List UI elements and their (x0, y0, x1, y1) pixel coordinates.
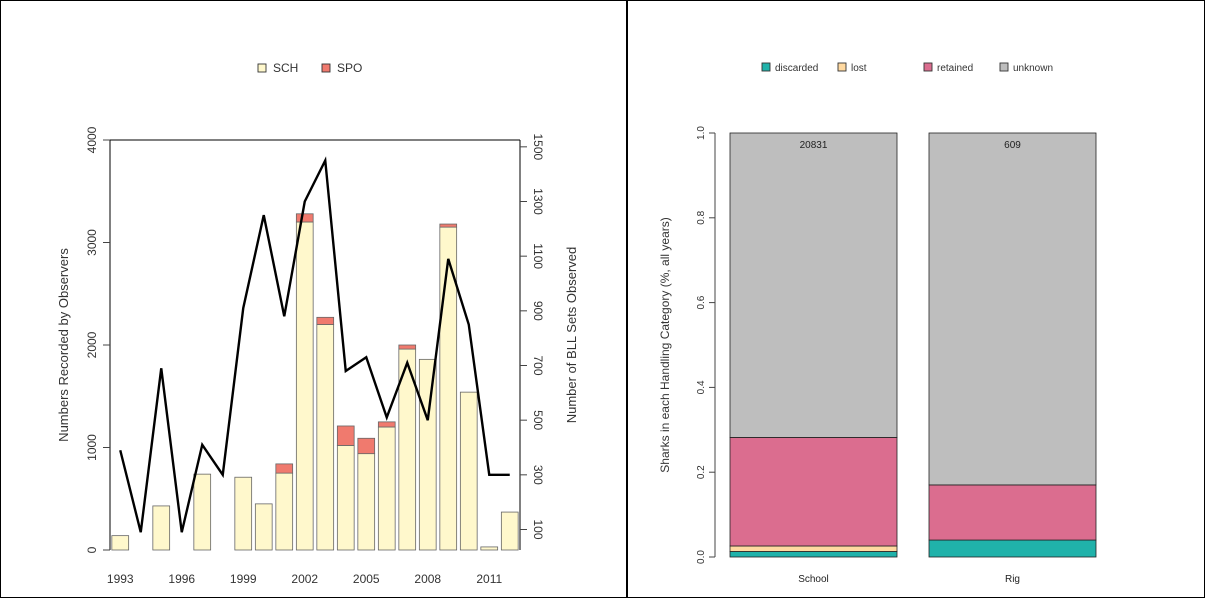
bar-sch (193, 473, 212, 551)
bar-sch (152, 505, 171, 551)
bar-sch (234, 476, 253, 551)
right-chart-panel: 20831 School 609 Rig 0.0 0.2 0.4 0.6 0.8 1.0 Shark… (627, 0, 1205, 598)
bar-sch (275, 472, 294, 551)
bar-sch (357, 453, 376, 551)
y-tick-label: 1000 (85, 434, 99, 461)
legend-label: discarded (775, 63, 818, 74)
y-tick-label: 0.4 (696, 380, 707, 394)
y-tick-label: 0.0 (696, 550, 707, 564)
bar-sch (459, 391, 478, 551)
y2-tick-label: 900 (531, 301, 545, 321)
bar-sch (316, 324, 335, 551)
bar-segment-retained (729, 437, 898, 547)
y-tick-label: 1.0 (696, 126, 707, 140)
bar-segment-unknown (729, 132, 898, 438)
bar-segment-lost (729, 545, 898, 552)
bar-sch (336, 445, 355, 551)
x-tick-label: 2002 (291, 572, 318, 586)
y-tick-label: 2000 (85, 331, 99, 358)
sets-observed-line (119, 156, 510, 533)
x-category-label: School (798, 574, 829, 585)
bar-spo (295, 213, 314, 223)
x-category-label: Rig (1005, 574, 1020, 585)
y-tick-label: 4000 (85, 126, 99, 153)
bar-spo (357, 437, 376, 455)
legend-swatch (321, 63, 331, 73)
legend-label: SPO (337, 61, 362, 75)
x-tick-label: 1993 (107, 572, 134, 586)
y2-axis-label: Number of BLL Sets Observed (564, 247, 579, 424)
y2-tick-label: 1500 (531, 133, 545, 160)
bar-sch (377, 426, 396, 551)
legend-label: retained (937, 63, 973, 74)
bar-total-label: 20831 (800, 140, 828, 151)
y2-tick-label: 1300 (531, 188, 545, 215)
y-tick-label: 0.6 (696, 295, 707, 309)
bar-sch (295, 221, 314, 551)
bar-sch (480, 546, 499, 551)
catch-and-sets-chart: 0 1000 2000 3000 4000 Numbers Recorded by Obs… (0, 0, 627, 598)
legend-swatch (923, 62, 933, 72)
y2-tick-label: 500 (531, 410, 545, 430)
y2-tick-label: 300 (531, 465, 545, 485)
y-tick-label: 3000 (85, 229, 99, 256)
y-axis-label: Numbers Recorded by Observers (56, 248, 71, 442)
bar-sch (418, 358, 437, 551)
legend-label: lost (851, 63, 867, 74)
x-tick-label: 2008 (414, 572, 441, 586)
y-tick-label: 0.2 (696, 465, 707, 479)
y-tick-label: 0 (85, 546, 99, 553)
bar-segment-retained (928, 484, 1097, 541)
x-tick-label: 2005 (353, 572, 380, 586)
y2-tick-label: 100 (531, 519, 545, 539)
bar-spo (398, 344, 417, 350)
legend-swatch (257, 63, 267, 73)
left-chart-panel: 0 1000 2000 3000 4000 Numbers Recorded by Obs… (0, 0, 627, 598)
legend-label: SCH (273, 61, 298, 75)
bar-sch (500, 511, 519, 551)
bar-segment-discarded (928, 539, 1097, 558)
y-tick-label: 0.8 (696, 210, 707, 224)
bar-spo (316, 316, 335, 325)
legend-swatch (999, 62, 1009, 72)
panel-border (627, 0, 1205, 598)
y2-tick-label: 700 (531, 355, 545, 375)
bar-segment-discarded (729, 551, 898, 558)
x-tick-label: 1999 (230, 572, 257, 586)
legend-label: unknown (1013, 63, 1053, 74)
bar-spo (275, 463, 294, 474)
bar-spo (336, 425, 355, 446)
y2-tick-label: 1100 (531, 243, 545, 269)
handling-category-chart: 20831 School 609 Rig 0.0 0.2 0.4 0.6 0.8 1.0 Shark… (627, 0, 1205, 598)
x-tick-label: 2011 (476, 572, 502, 586)
bar-spo (377, 421, 396, 428)
x-tick-label: 1996 (168, 572, 195, 586)
bar-total-label: 609 (1004, 140, 1021, 151)
bar-spo (439, 223, 458, 228)
legend-swatch (837, 62, 847, 72)
bar-sch (111, 535, 130, 551)
y-axis-label: Sharks in each Handling Category (%, all… (658, 217, 672, 472)
bar-sch (254, 503, 273, 551)
legend-swatch (761, 62, 771, 72)
bar-segment-unknown (928, 132, 1097, 486)
